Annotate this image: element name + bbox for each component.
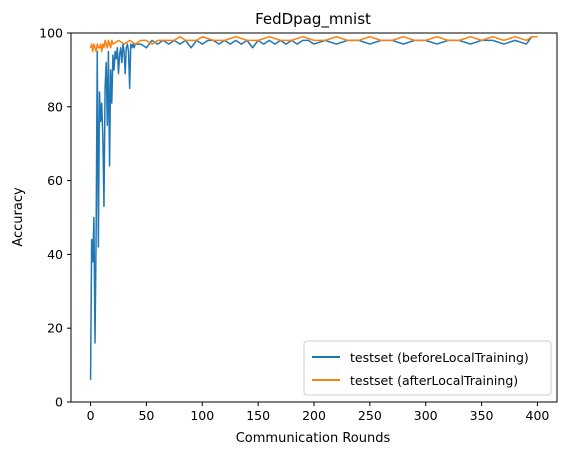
x-tick-label: 200 [302, 408, 326, 423]
y-tick-label: 20 [47, 321, 63, 336]
y-tick-label: 100 [39, 26, 63, 41]
x-tick-label: 350 [470, 408, 494, 423]
y-tick-label: 80 [47, 99, 63, 114]
legend: testset (beforeLocalTraining) testset (a… [304, 341, 551, 395]
y-axis-label: Accuracy [11, 187, 26, 247]
x-tick-label: 100 [190, 408, 214, 423]
y-tick-label: 60 [47, 173, 63, 188]
x-tick-label: 300 [414, 408, 438, 423]
x-tick-label: 50 [138, 408, 154, 423]
x-tick-label: 150 [246, 408, 270, 423]
x-axis-label: Communication Rounds [236, 431, 391, 446]
y-tick-label: 0 [55, 395, 63, 410]
legend-label-before: testset (beforeLocalTraining) [350, 350, 529, 365]
x-tick-label: 250 [358, 408, 382, 423]
legend-label-after: testset (afterLocalTraining) [350, 373, 518, 388]
chart-title: FedDpag_mnist [255, 10, 371, 29]
x-tick-label: 0 [87, 408, 95, 423]
y-tick-label: 40 [47, 247, 63, 262]
x-tick-label: 400 [526, 408, 550, 423]
